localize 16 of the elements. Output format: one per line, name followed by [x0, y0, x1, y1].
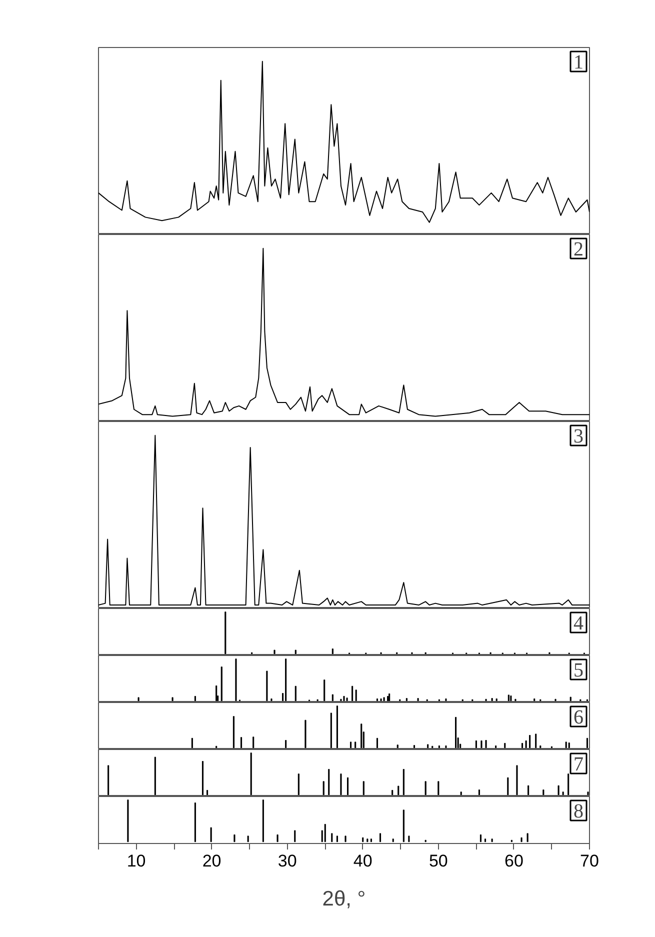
annotation: 2	[574, 238, 584, 260]
annotation: 1	[574, 52, 584, 74]
x-tick-label: 40	[353, 852, 372, 870]
annotation: 4	[574, 612, 584, 634]
annotation: 6	[574, 706, 584, 728]
x-tick-label: 10	[126, 852, 146, 870]
x-tick-label: 30	[278, 852, 297, 870]
x-tick-label: 50	[428, 852, 448, 870]
annotation: 8	[574, 800, 584, 822]
x-tick-label: 20	[202, 852, 222, 870]
annotation: 3	[574, 426, 584, 448]
annotation: 5	[574, 660, 584, 682]
annotation: 7	[574, 754, 584, 776]
x-tick-label: 60	[504, 852, 524, 870]
x-tick-label: 70	[580, 852, 599, 870]
x-axis-title: 2θ, °	[322, 888, 366, 910]
